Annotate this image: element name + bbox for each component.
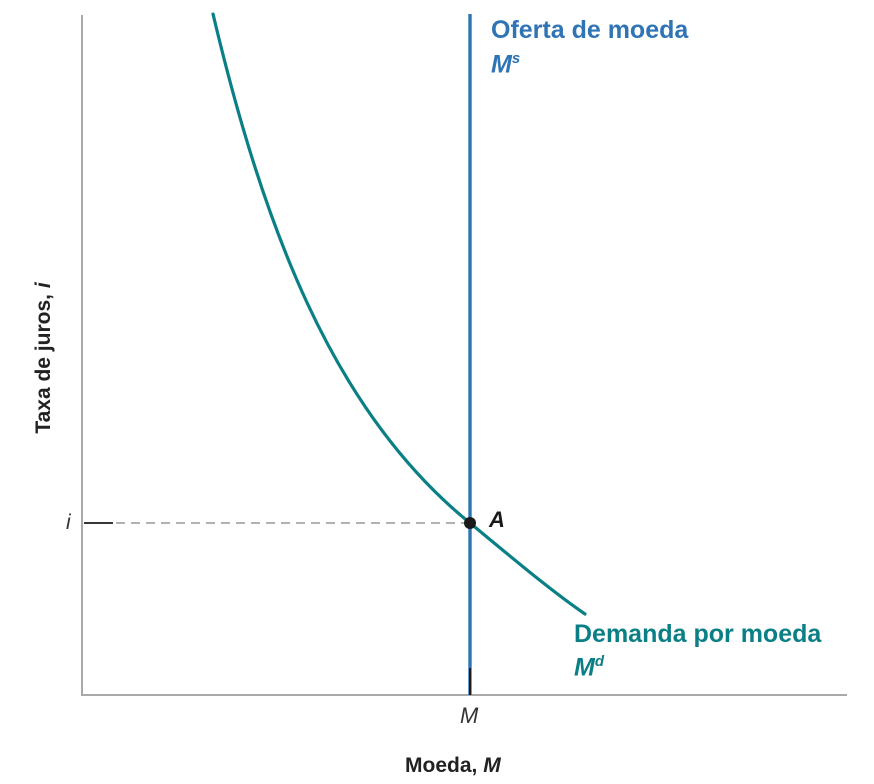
demand-symbol-sup: d	[594, 653, 604, 670]
equilibrium-label: A	[489, 507, 505, 532]
x-axis-title: Moeda, M	[405, 754, 501, 778]
demand-symbol: Md	[574, 653, 604, 682]
supply-symbol: Ms	[491, 50, 520, 79]
demand-label: Demanda por moeda	[574, 620, 822, 648]
supply-symbol-sup: s	[511, 50, 521, 67]
money-demand-curve	[211, 12, 587, 616]
x-axis-title-var: M	[483, 754, 501, 777]
x-axis-title-text: Moeda,	[405, 754, 484, 777]
y-tick-label: i	[66, 511, 71, 534]
y-axis-title-text: Taxa de juros,	[32, 288, 55, 434]
y-axis-title: Taxa de juros, i	[32, 282, 56, 433]
supply-label: Oferta de moeda	[491, 16, 689, 44]
supply-symbol-base: M	[491, 50, 512, 79]
y-axis-title-var: i	[32, 282, 55, 289]
demand-symbol-base: M	[574, 653, 595, 682]
equilibrium-point	[464, 517, 476, 529]
x-tick-label: M	[460, 703, 479, 728]
